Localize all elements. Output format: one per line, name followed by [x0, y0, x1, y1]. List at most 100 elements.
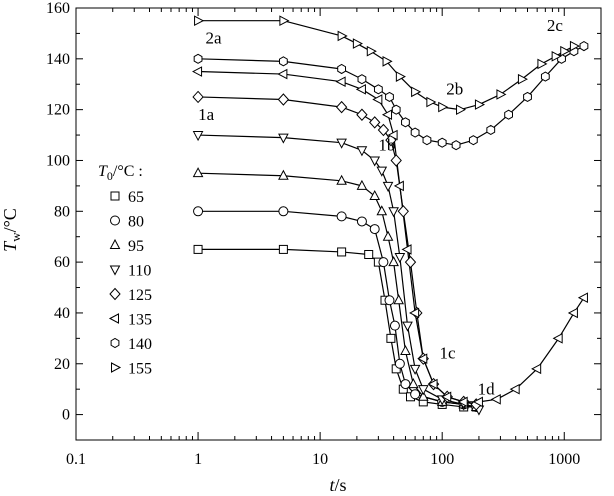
data-point-95: [388, 256, 399, 267]
data-point-125: [369, 116, 381, 129]
data-point-155: [337, 30, 348, 42]
data-point-125: [356, 108, 368, 121]
plot-frame: [75, 7, 602, 441]
data-point-135: [409, 307, 420, 319]
data-point-135: [381, 109, 393, 121]
data-point-80: [394, 358, 405, 369]
data-point-110: [409, 364, 421, 375]
legend-marker-65: [110, 191, 120, 201]
data-point-125: [277, 93, 290, 106]
data-point-65: [386, 333, 396, 343]
y-tick-label: 100: [46, 152, 70, 169]
data-point-80: [278, 206, 289, 217]
legend-marker-125: [109, 287, 121, 301]
legend-marker-95: [109, 238, 121, 249]
legend-marker-155: [111, 362, 122, 373]
data-point-110: [382, 181, 394, 192]
y-tick-label: 40: [54, 305, 70, 322]
data-point-135: [417, 353, 428, 365]
data-point-80: [369, 224, 380, 235]
data-point-110: [394, 253, 406, 264]
data-point-140: [451, 140, 461, 151]
data-point-65: [337, 247, 347, 257]
data-point-135: [441, 391, 452, 403]
legend-title: T0/°C :: [98, 163, 143, 183]
y-tick-label: 160: [46, 0, 70, 17]
data-point-80: [400, 379, 411, 390]
x-tick-label: 10: [312, 451, 328, 468]
data-point-140: [357, 74, 367, 85]
data-point-65: [193, 244, 203, 254]
data-point-80: [389, 320, 400, 331]
data-point-155: [517, 73, 528, 85]
data-point-135: [387, 129, 398, 141]
data-point-140: [401, 117, 410, 128]
data-point-110: [388, 207, 399, 218]
curve-annotation: 2c: [547, 16, 564, 35]
data-point-80: [193, 206, 204, 217]
data-point-140: [193, 53, 203, 64]
x-tick-label: 1000: [548, 451, 580, 468]
legend-label: 125: [128, 287, 152, 304]
data-point-155: [426, 96, 437, 108]
curve-annotation: 1b: [378, 135, 395, 154]
legend-marker-80: [110, 215, 120, 226]
data-point-135: [355, 83, 366, 95]
legend-label: 95: [128, 238, 144, 255]
data-point-135: [401, 244, 412, 255]
y-axis-title: Tw/°C: [0, 208, 23, 252]
data-point-65: [364, 249, 374, 259]
data-point-140: [579, 41, 589, 52]
data-point-155: [560, 45, 571, 57]
data-point-155: [352, 38, 363, 49]
data-point-95: [393, 294, 405, 305]
legend-label: 135: [128, 312, 152, 329]
data-point-125: [335, 100, 348, 114]
x-axis-title: t/s: [329, 475, 346, 495]
legend-marker-140: [110, 337, 120, 349]
data-point-95: [336, 174, 347, 185]
data-point-155: [395, 71, 406, 82]
data-point-65: [278, 244, 288, 254]
data-point-135: [472, 396, 483, 408]
data-point-110: [356, 146, 368, 157]
data-point-110: [402, 321, 413, 332]
data-point-155: [496, 89, 507, 100]
data-point-140: [540, 71, 550, 82]
y-tick-label: 140: [46, 51, 70, 68]
data-point-95: [376, 205, 388, 216]
data-point-140: [422, 135, 432, 146]
legend-label: 140: [128, 336, 152, 353]
data-point-155: [411, 86, 422, 98]
data-point-140: [486, 124, 496, 136]
data-point-155: [382, 56, 393, 67]
data-point-110: [376, 166, 388, 177]
data-point-95: [400, 344, 411, 356]
curve-annotation: 1d: [478, 379, 496, 398]
legend-label: 110: [128, 263, 151, 280]
data-point-155: [279, 15, 290, 27]
data-point-155: [366, 45, 377, 57]
data-point-135: [335, 76, 346, 88]
data-point-80: [384, 295, 395, 306]
data-point-135: [531, 363, 542, 375]
y-tick-label: 120: [46, 102, 70, 119]
data-point-155: [569, 40, 580, 52]
data-point-110: [192, 131, 204, 142]
data-point-125: [404, 255, 417, 269]
data-point-140: [373, 84, 383, 95]
data-point-140: [437, 137, 447, 148]
data-point-95: [278, 169, 289, 180]
data-point-80: [336, 211, 347, 222]
data-point-95: [356, 179, 368, 190]
data-point-125: [377, 123, 390, 137]
data-point-155: [456, 104, 467, 115]
data-point-135: [372, 94, 383, 105]
curve-annotation: 1a: [198, 105, 215, 124]
data-point-135: [427, 378, 438, 390]
data-point-125: [397, 205, 409, 218]
data-point-95: [407, 378, 419, 389]
legend-marker-110: [109, 265, 121, 276]
